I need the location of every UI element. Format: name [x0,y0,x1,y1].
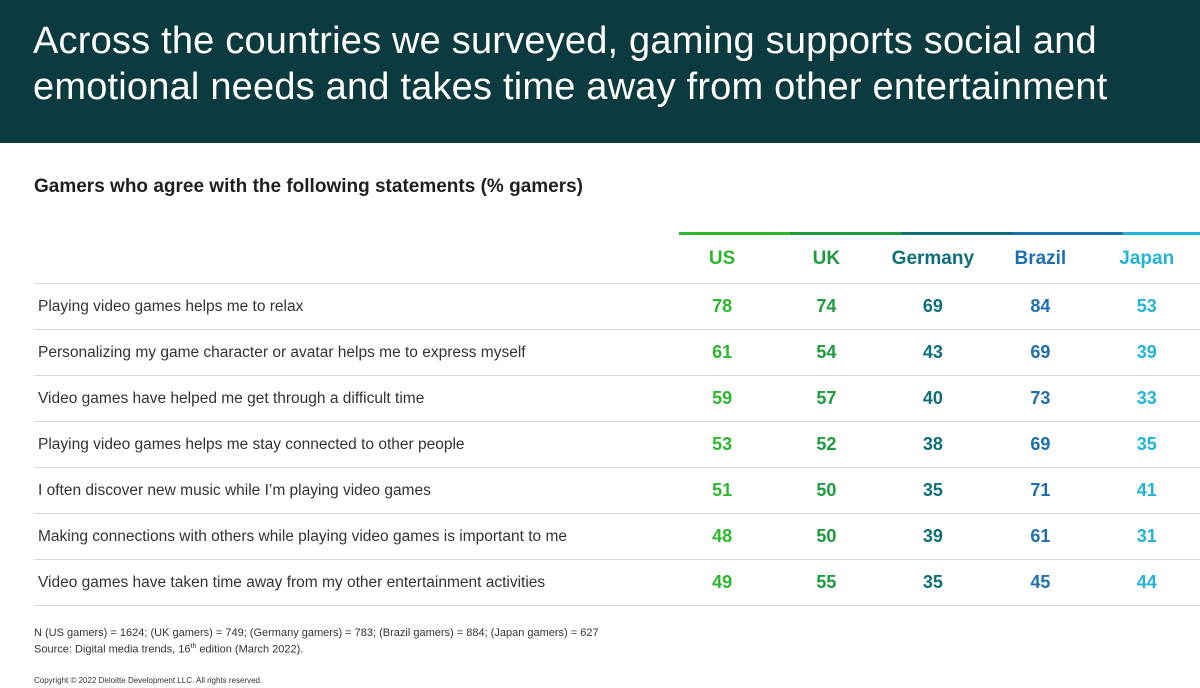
statement-label: Video games have helped me get through a… [34,375,671,422]
table-row: Making connections with others while pla… [34,513,1200,560]
page-title: Across the countries we surveyed, gaming… [33,20,1108,108]
value-cell-germany: 38 [878,421,988,468]
table-row: Playing video games helps me stay connec… [34,421,1200,468]
value-cell-brazil: 71 [987,467,1094,514]
value-cell-us: 53 [670,421,775,468]
copyright-note: Copyright © 2022 Deloitte Development LL… [34,676,263,685]
value-cell-germany: 35 [878,467,988,514]
column-bar-us [679,232,790,235]
column-header-japan: Japan [1093,235,1200,284]
value-cell-us: 78 [670,283,775,330]
value-cell-us: 59 [670,375,775,422]
value-cell-brazil: 69 [987,329,1094,376]
value-cell-us: 51 [670,467,775,514]
value-cell-japan: 41 [1093,467,1200,514]
source-note: Source: Digital media trends, 16th editi… [34,643,304,656]
value-cell-japan: 33 [1093,375,1200,422]
value-cell-uk: 50 [774,467,879,514]
value-cell-brazil: 69 [987,421,1094,468]
table-row: Video games have helped me get through a… [34,375,1200,422]
value-cell-germany: 69 [878,283,988,330]
value-cell-uk: 57 [774,375,879,422]
value-cell-uk: 50 [774,513,879,560]
title-banner: Across the countries we surveyed, gaming… [0,0,1200,143]
value-cell-japan: 39 [1093,329,1200,376]
table-row: Playing video games helps me to relax 78 7… [34,283,1200,330]
column-header-uk: UK [774,235,879,284]
table-row: I often discover new music while I’m pla… [34,467,1200,514]
table-body: Playing video games helps me to relax 78 7… [34,283,1200,606]
column-bar-japan [1123,232,1200,235]
statement-label: Playing video games helps me stay connec… [34,421,671,468]
value-cell-japan: 35 [1093,421,1200,468]
column-header-germany: Germany [878,235,988,284]
statement-label: Video games have taken time away from my… [34,559,671,606]
sample-size-note: N (US gamers) = 1624; (UK gamers) = 749;… [34,627,599,639]
value-cell-uk: 54 [774,329,879,376]
table-subtitle: Gamers who agree with the following stat… [34,176,584,197]
value-cell-uk: 52 [774,421,879,468]
column-bar-germany [901,232,1012,235]
value-cell-brazil: 61 [987,513,1094,560]
value-cell-germany: 43 [878,329,988,376]
value-cell-uk: 55 [774,559,879,606]
statement-label: Personalizing my game character or avata… [34,329,671,376]
value-cell-us: 49 [670,559,775,606]
column-bar-uk [790,232,901,235]
value-cell-us: 48 [670,513,775,560]
data-table: US UK Germany Brazil Japan Playing video gam… [34,235,1200,606]
column-bar-brazil [1012,232,1123,235]
value-cell-japan: 31 [1093,513,1200,560]
value-cell-brazil: 45 [987,559,1094,606]
value-cell-germany: 35 [878,559,988,606]
value-cell-brazil: 73 [987,375,1094,422]
table-header-row: US UK Germany Brazil Japan [34,235,1200,284]
value-cell-germany: 39 [878,513,988,560]
statement-label: I often discover new music while I’m pla… [34,467,671,514]
footnotes: N (US gamers) = 1624; (UK gamers) = 749;… [34,626,599,657]
value-cell-germany: 40 [878,375,988,422]
value-cell-japan: 53 [1093,283,1200,330]
column-header-brazil: Brazil [987,235,1094,284]
value-cell-japan: 44 [1093,559,1200,606]
value-cell-uk: 74 [774,283,879,330]
column-header-us: US [670,235,775,284]
statement-label: Making connections with others while pla… [34,513,671,560]
table-row: Personalizing my game character or avata… [34,329,1200,376]
value-cell-us: 61 [670,329,775,376]
table-row: Video games have taken time away from my… [34,559,1200,606]
statement-header [34,235,671,284]
statement-label: Playing video games helps me to relax [34,283,671,330]
value-cell-brazil: 84 [987,283,1094,330]
